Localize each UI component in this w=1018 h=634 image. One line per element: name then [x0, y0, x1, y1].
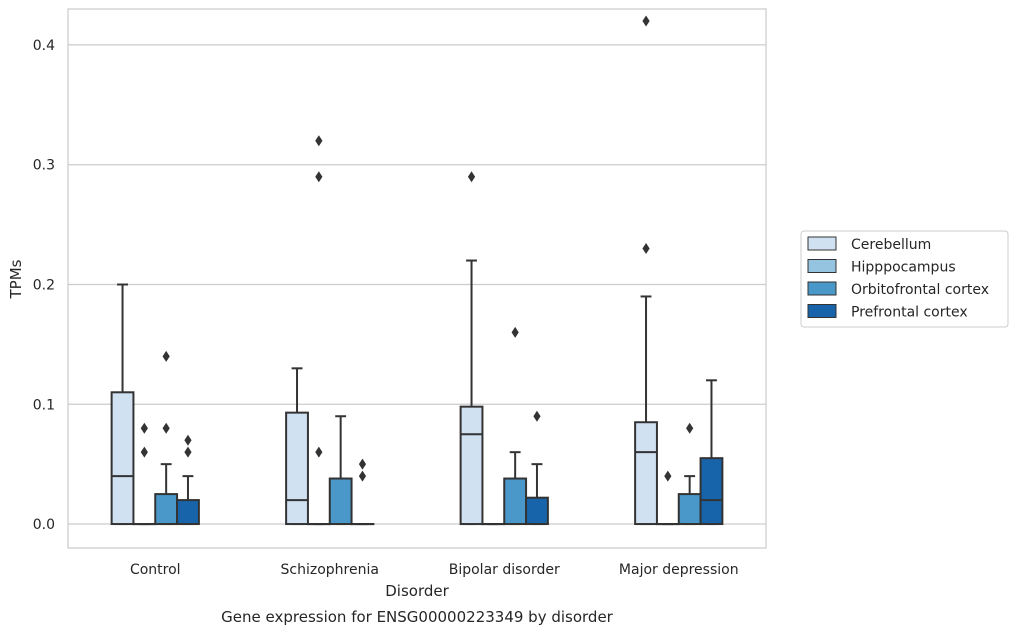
box-2-0 — [154, 350, 179, 526]
x-axis-ticks: Control Schizophrenia Bipolar disorder Majo… — [130, 562, 739, 578]
legend-label: Prefrontal cortex — [851, 305, 968, 321]
y-tick-label: 0.3 — [33, 158, 55, 174]
outlier-point — [511, 326, 519, 338]
box-body — [503, 477, 528, 526]
legend-items: Cerebellum Hipppocampus Orbitofrontal cort… — [807, 236, 989, 321]
legend-swatch — [807, 259, 837, 273]
box-body — [176, 499, 200, 526]
legend-swatch — [807, 304, 837, 318]
outlier-point — [533, 410, 541, 422]
outlier-point — [184, 434, 192, 446]
y-tick-label: 0.2 — [33, 277, 55, 293]
box-body — [110, 391, 135, 526]
outlier-point — [140, 422, 148, 434]
box-0-1 — [285, 367, 309, 526]
x-axis-title: Disorder — [385, 582, 449, 600]
x-tick-label: Control — [130, 562, 181, 578]
outlier-point — [184, 446, 192, 458]
box-0-0 — [110, 283, 135, 526]
box-body — [699, 457, 724, 526]
outlier-point — [467, 171, 476, 183]
y-axis-title: TPMs — [7, 259, 25, 299]
outlier-point — [642, 15, 650, 27]
box-0-2 — [459, 171, 484, 526]
outlier-point — [140, 446, 148, 458]
box-body — [285, 411, 309, 526]
box-3-0 — [176, 434, 200, 526]
box-1-0 — [132, 422, 157, 526]
outlier-point — [162, 422, 170, 434]
x-tick-label: Schizophrenia — [281, 562, 379, 578]
y-tick-label: 0.1 — [33, 397, 55, 413]
box-2-1 — [328, 415, 353, 526]
box-3-3 — [699, 379, 724, 526]
box-3-2 — [525, 410, 549, 526]
x-tick-label: Bipolar disorder — [449, 562, 560, 578]
outlier-point — [358, 458, 367, 470]
y-tick-label: 0.0 — [33, 517, 55, 533]
box-body — [525, 496, 549, 526]
box-3-1 — [350, 458, 375, 526]
box-1-3 — [655, 470, 680, 526]
outlier-point — [358, 470, 367, 482]
outlier-point — [642, 243, 650, 255]
legend: Cerebellum Hipppocampus Orbitofrontal cort… — [800, 230, 1009, 328]
box-2-2 — [503, 326, 528, 526]
legend-label: Hipppocampus — [851, 260, 956, 276]
gridlines — [68, 44, 766, 525]
box-2-3 — [677, 422, 702, 526]
box-body — [459, 405, 484, 526]
boxes — [110, 15, 724, 526]
outlier-point — [315, 135, 323, 147]
outlier-point — [686, 422, 694, 434]
box-0-3 — [634, 15, 658, 526]
outlier-point — [315, 446, 323, 458]
legend-swatch — [807, 236, 837, 251]
legend-label: Cerebellum — [851, 237, 931, 253]
chart-title: Gene expression for ENSG00000223349 by d… — [221, 608, 614, 626]
x-tick-label: Major depression — [619, 562, 739, 578]
box-body — [154, 493, 179, 526]
outlier-point — [664, 470, 672, 482]
outlier-point — [315, 171, 323, 183]
legend-label: Orbitofrontal cortex — [851, 282, 989, 298]
y-tick-label: 0.4 — [33, 38, 55, 54]
legend-swatch — [807, 281, 837, 296]
outlier-point — [162, 350, 170, 362]
y-axis-ticks: 0.0 0.1 0.2 0.3 0.4 — [33, 38, 55, 533]
plot-area-frame — [67, 8, 767, 549]
box-body — [328, 477, 353, 526]
legend-frame — [800, 230, 1009, 328]
box-body — [634, 421, 658, 526]
box-1-1 — [306, 135, 331, 526]
box-body — [677, 493, 702, 526]
